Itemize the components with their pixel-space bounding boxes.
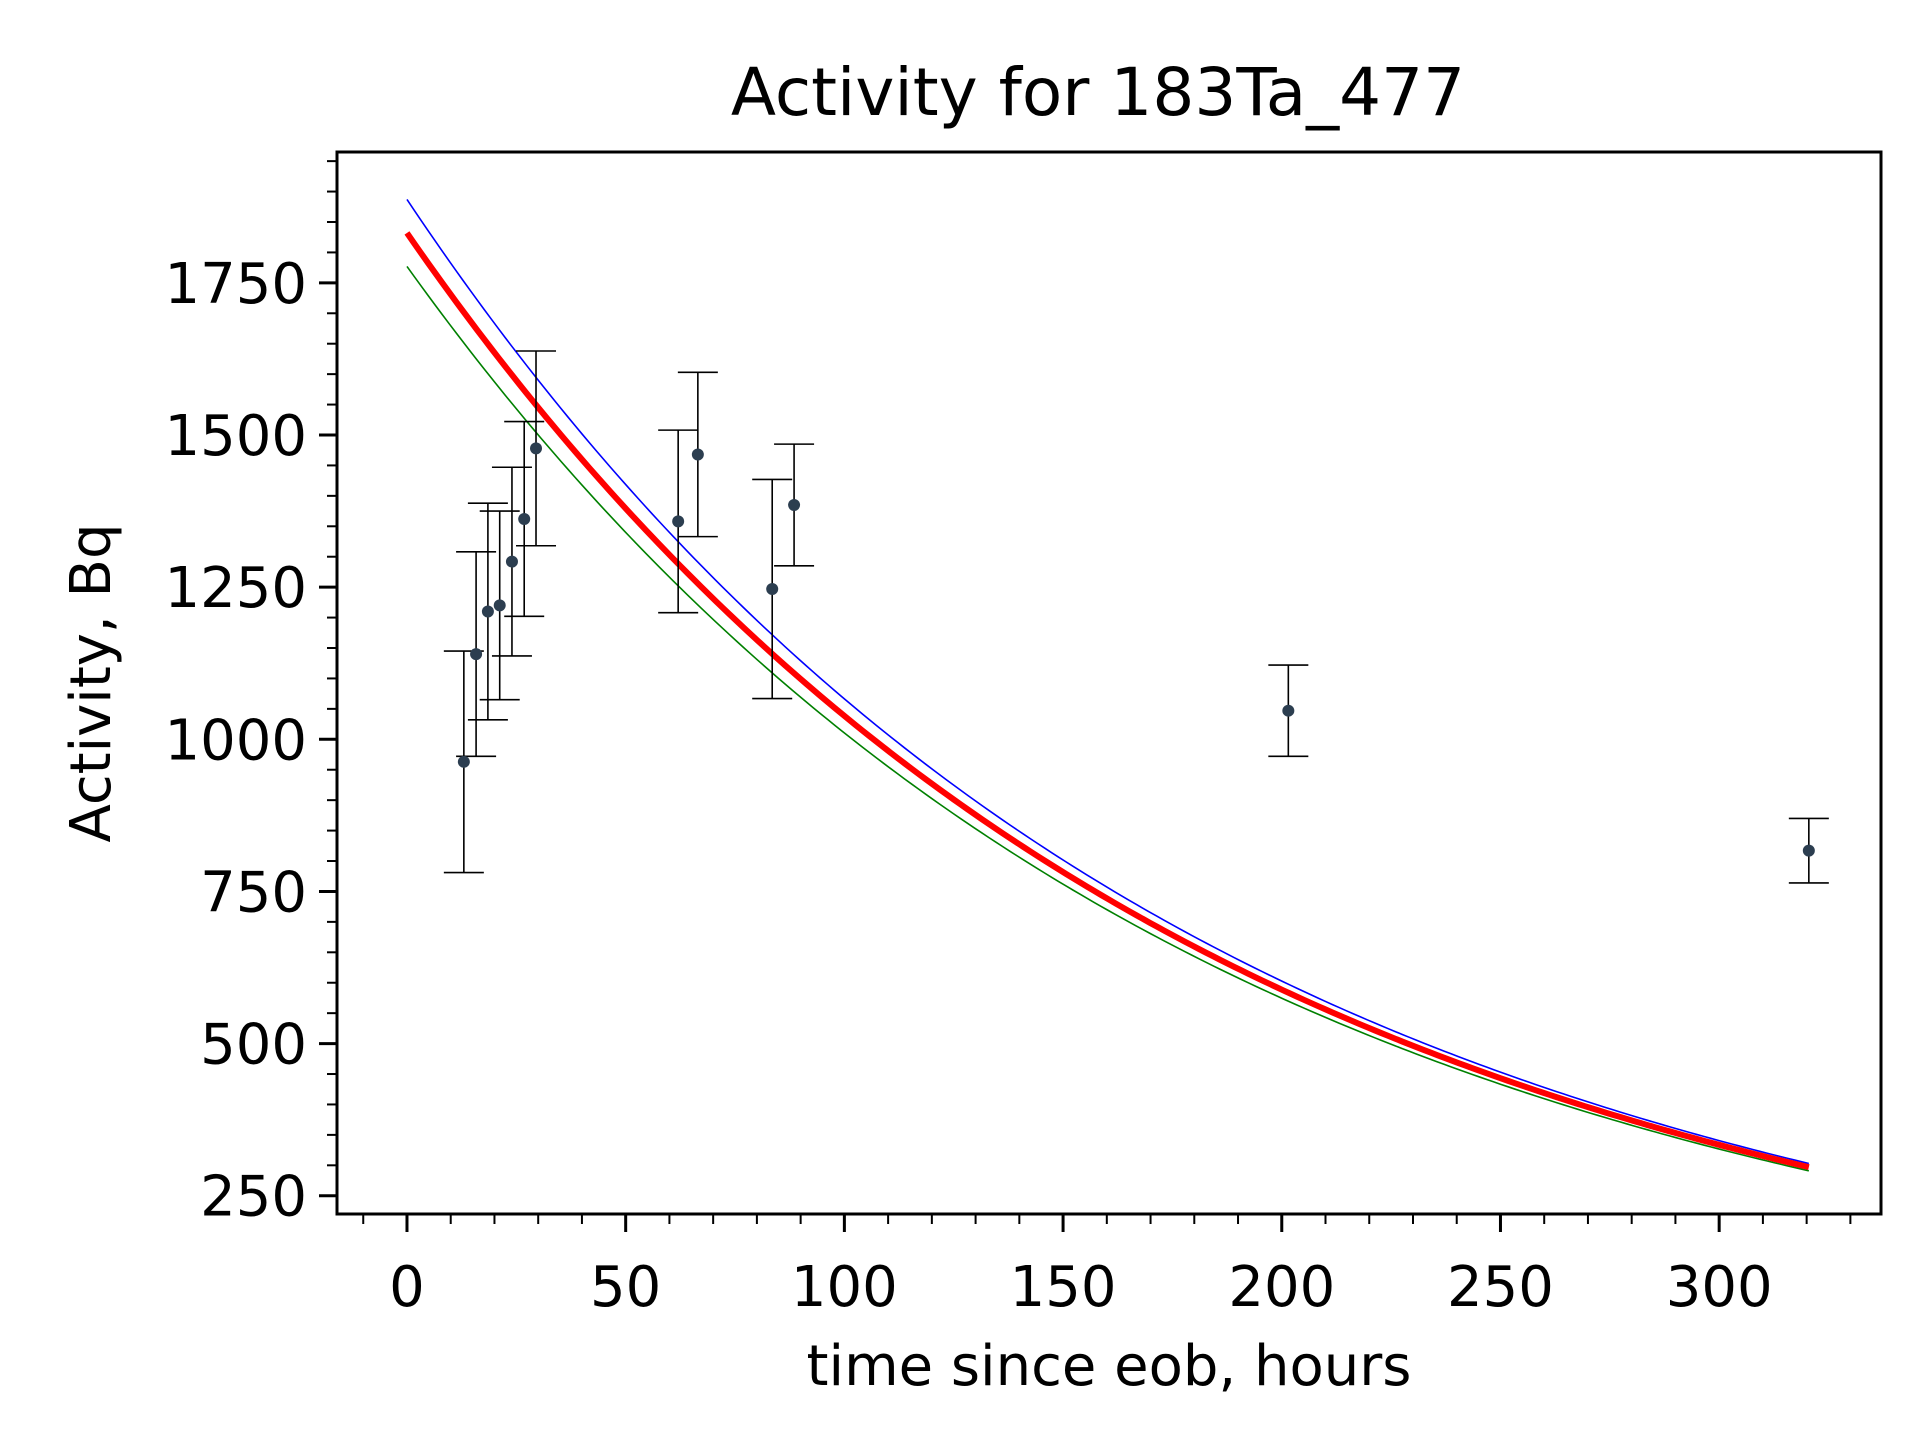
lower-curve	[406, 265, 1810, 1172]
data-point	[530, 442, 543, 455]
y-tick-label: 1750	[164, 252, 307, 317]
data-point	[505, 555, 518, 568]
data-point	[470, 648, 483, 661]
data-point	[691, 448, 704, 461]
x-axis-label: time since eob, hours	[807, 1334, 1412, 1399]
y-tick-label: 1500	[164, 404, 307, 469]
error-bars	[443, 350, 1829, 884]
chart-title: Activity for 183Ta_477	[731, 54, 1465, 131]
data-point	[1282, 704, 1295, 717]
y-tick-label: 750	[200, 860, 307, 925]
y-axis-label: Activity, Bq	[59, 524, 124, 843]
y-tick-label: 500	[200, 1013, 307, 1078]
data-point	[672, 515, 685, 528]
data-point	[493, 599, 506, 612]
y-tick-label: 1250	[164, 556, 307, 621]
major-ticks	[319, 281, 1721, 1232]
upper-curve	[406, 199, 1810, 1165]
x-tick-label: 300	[1666, 1255, 1773, 1320]
data-points	[457, 442, 1815, 857]
x-tick-label: 0	[389, 1255, 425, 1320]
y-tick-label: 250	[200, 1165, 307, 1230]
y-tick-label: 1000	[164, 708, 307, 773]
plot-frame	[335, 150, 1883, 1216]
x-tick-label: 200	[1228, 1255, 1335, 1320]
x-tick-label: 150	[1010, 1255, 1117, 1320]
data-point	[766, 582, 779, 595]
fit-curves	[404, 199, 1810, 1172]
minor-ticks	[327, 160, 1852, 1224]
fit-curve	[404, 231, 1810, 1171]
x-tick-label: 50	[590, 1255, 661, 1320]
data-point	[481, 605, 494, 618]
data-point	[518, 512, 531, 525]
x-tick-label: 100	[791, 1255, 898, 1320]
data-point	[1802, 844, 1815, 857]
x-tick-label: 250	[1447, 1255, 1554, 1320]
tick-labels: 0 50 100 150 200 250 300 250 500 750 1000 1250 1500 1…	[164, 252, 1772, 1320]
data-point	[457, 755, 470, 768]
data-point	[788, 498, 801, 511]
